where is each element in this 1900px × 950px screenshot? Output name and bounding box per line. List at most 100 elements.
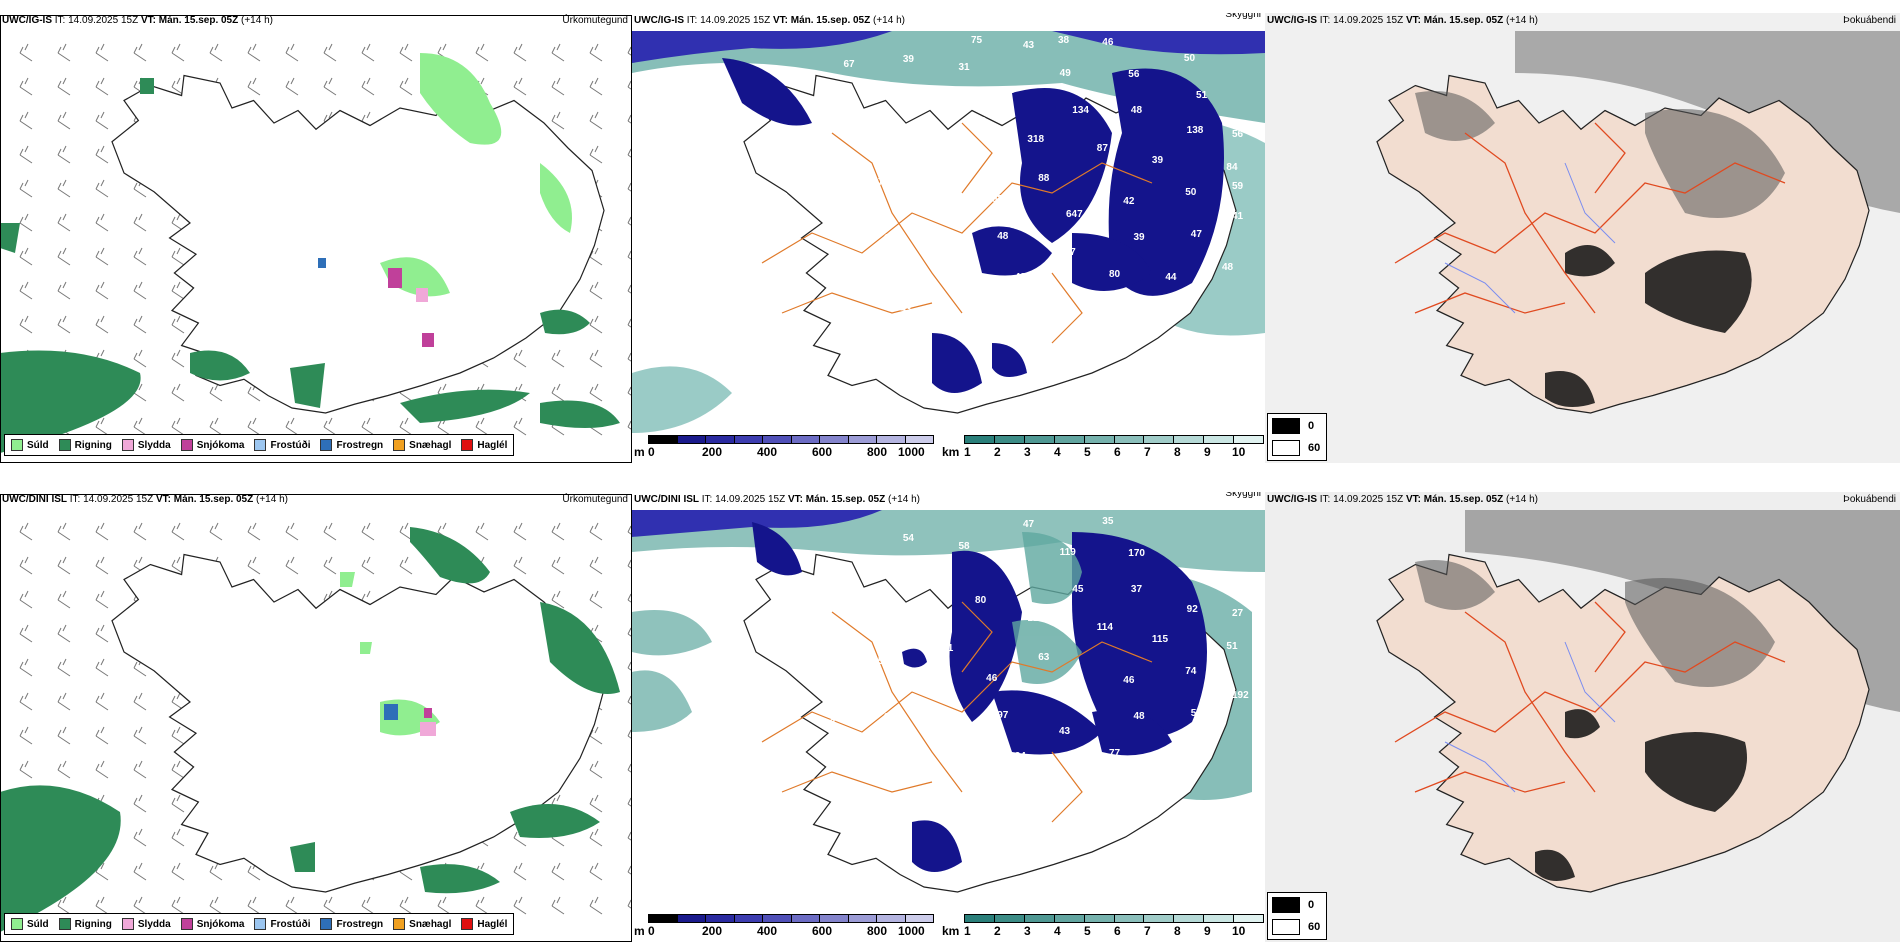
colorbar-tick: 200 bbox=[702, 924, 723, 938]
colorbar-segment bbox=[848, 915, 877, 922]
colorbar-tick: 400 bbox=[757, 924, 778, 938]
colorbar-segment bbox=[1234, 436, 1264, 443]
visibility-value-label: 53 bbox=[806, 160, 819, 172]
run-name: UWC/DINI ISL bbox=[634, 494, 699, 505]
legend-label: Frostúði bbox=[270, 439, 311, 451]
colorbar-segment bbox=[734, 436, 763, 443]
lead-time: (+14 h) bbox=[241, 15, 273, 26]
colorbar-tick: 0 bbox=[648, 924, 655, 938]
vt-label: VT: bbox=[787, 494, 803, 505]
visibility-value-label: 50 bbox=[1183, 53, 1196, 65]
visibility-value-label: 108 bbox=[818, 717, 836, 729]
visibility-value-label: 50 bbox=[1185, 186, 1197, 198]
panel-title: Þokuábendi bbox=[1843, 15, 1896, 26]
colorbar-tick: 2 bbox=[994, 924, 1001, 938]
legend-swatch bbox=[11, 918, 23, 930]
legend-label: Rigning bbox=[74, 918, 112, 930]
visibility-value-label: 35 bbox=[872, 655, 884, 667]
colorbar-tick: 1 bbox=[964, 924, 971, 938]
visibility-panel-row2: UWC/DINI ISL IT: 14.09.2025 15Z VT: Mán.… bbox=[632, 492, 1265, 942]
colorbar-segment bbox=[1114, 436, 1145, 443]
visibility-value-label: 46 bbox=[1123, 675, 1135, 687]
visibility-header: UWC/DINI ISL IT: 14.09.2025 15Z VT: Mán.… bbox=[632, 492, 1265, 508]
legend-item: Snæhagl bbox=[393, 439, 451, 451]
visibility-value-label: 57 bbox=[1190, 707, 1202, 719]
legend-item: Snjókoma bbox=[180, 918, 244, 930]
legend-item: Frostúði bbox=[254, 439, 310, 451]
vt-value: Mán. 15.sep. 05Z bbox=[1423, 494, 1504, 505]
run-name: UWC/DINI ISL bbox=[2, 494, 67, 505]
legend-swatch bbox=[320, 439, 333, 451]
visibility-value-label: 49 bbox=[1059, 67, 1071, 79]
visibility-value-label: 41 bbox=[1232, 210, 1244, 222]
visibility-value-label: 58 bbox=[958, 540, 970, 552]
visibility-colorbar: km 1 2 3 4 5 6 7 8 9 10 bbox=[942, 433, 1265, 463]
visibility-value-label: 103 bbox=[982, 309, 1000, 321]
visibility-value-label: 69 bbox=[862, 574, 874, 585]
visibility-value-label: 40 bbox=[975, 116, 987, 128]
colorbar-strip bbox=[648, 435, 934, 444]
colorbar-tick: 6 bbox=[1114, 924, 1121, 938]
it-label: IT: bbox=[701, 494, 713, 505]
fog-legend-item: 0 bbox=[1272, 897, 1314, 913]
vt-label: VT: bbox=[155, 494, 171, 505]
visibility-value-label: 41 bbox=[1055, 775, 1067, 787]
colorbar-segment bbox=[1084, 915, 1115, 922]
cloud-base-colorbar: m 0 200 400 600 800 1000 bbox=[632, 912, 934, 942]
visibility-value-label: 100 bbox=[852, 138, 869, 150]
legend-label: Snæhagl bbox=[409, 918, 452, 930]
fog-map bbox=[1265, 492, 1900, 942]
legend-item: Haglél bbox=[461, 918, 507, 930]
visibility-value-label: 97 bbox=[997, 710, 1009, 722]
legend-swatch bbox=[1272, 897, 1300, 913]
it-value: 14.09.2025 15Z bbox=[1333, 15, 1404, 26]
run-name: UWC/IG-IS bbox=[2, 15, 52, 26]
visibility-value-label: 51 bbox=[1196, 89, 1208, 101]
it-label: IT: bbox=[54, 15, 66, 26]
colorbar-unit: m bbox=[634, 924, 645, 938]
legend-swatch bbox=[254, 918, 267, 930]
colorbar-tick: 5 bbox=[1084, 924, 1091, 938]
legend-swatch bbox=[180, 918, 193, 930]
visibility-value-label: 63 bbox=[1038, 652, 1050, 663]
visibility-value-label: 40 bbox=[1110, 788, 1122, 800]
precip-map bbox=[0, 13, 632, 463]
legend-swatch bbox=[180, 439, 193, 451]
colorbar-tick: 4 bbox=[1054, 924, 1061, 938]
visibility-panel-row1: UWC/IG-IS IT: 14.09.2025 15Z VT: Mán. 15… bbox=[632, 13, 1265, 463]
colorbar-tick: 400 bbox=[757, 445, 778, 459]
it-label: IT: bbox=[69, 494, 81, 505]
colorbar-segment bbox=[1144, 436, 1175, 443]
visibility-value-label: 71 bbox=[942, 643, 954, 655]
visibility-value-label: 48 bbox=[917, 679, 929, 691]
visibility-value-label: 119 bbox=[1059, 546, 1076, 558]
visibility-value-label: 70 bbox=[880, 748, 892, 760]
visibility-value-label: 134 bbox=[1072, 105, 1089, 117]
panel-title: Skyggni bbox=[1225, 492, 1261, 499]
fog-header: UWC/IG-IS IT: 14.09.2025 15Z VT: Mán. 15… bbox=[1265, 13, 1900, 29]
fog-legend-item: 60 bbox=[1272, 440, 1320, 456]
visibility-value-label: 65 bbox=[942, 243, 955, 255]
panel-title: Úrkomutegund bbox=[562, 15, 628, 26]
legend-swatch bbox=[58, 918, 71, 930]
visibility-value-label: 647 bbox=[1066, 209, 1083, 221]
visibility-value-label: 27 bbox=[1232, 607, 1244, 619]
legend-swatch bbox=[461, 439, 474, 451]
legend-swatch bbox=[320, 918, 333, 930]
fog-header: UWC/IG-IS IT: 14.09.2025 15Z VT: Mán. 15… bbox=[1265, 492, 1900, 508]
legend-label: Frostregn bbox=[336, 918, 384, 930]
visibility-value-label: 59 bbox=[1232, 181, 1244, 193]
fog-panel-row2: UWC/IG-IS IT: 14.09.2025 15Z VT: Mán. 15… bbox=[1265, 492, 1900, 942]
colorbar-segment bbox=[848, 436, 877, 443]
precip-panel-row2: UWC/DINI ISL IT: 14.09.2025 15Z VT: Mán.… bbox=[0, 492, 632, 942]
visibility-value-label: 49 bbox=[822, 276, 834, 288]
visibility-value-label: 36 bbox=[806, 639, 819, 651]
colorbar-segment bbox=[677, 915, 706, 922]
it-value: 14.09.2025 15Z bbox=[715, 494, 786, 505]
visibility-value-label: 88 bbox=[1066, 688, 1078, 700]
visibility-value-label: 93 bbox=[1003, 563, 1015, 575]
visibility-value-label: 39 bbox=[902, 53, 914, 65]
colorbar-unit: m bbox=[634, 445, 645, 459]
colorbar-unit: km bbox=[942, 445, 960, 459]
colorbar-tick: 9 bbox=[1204, 445, 1211, 459]
